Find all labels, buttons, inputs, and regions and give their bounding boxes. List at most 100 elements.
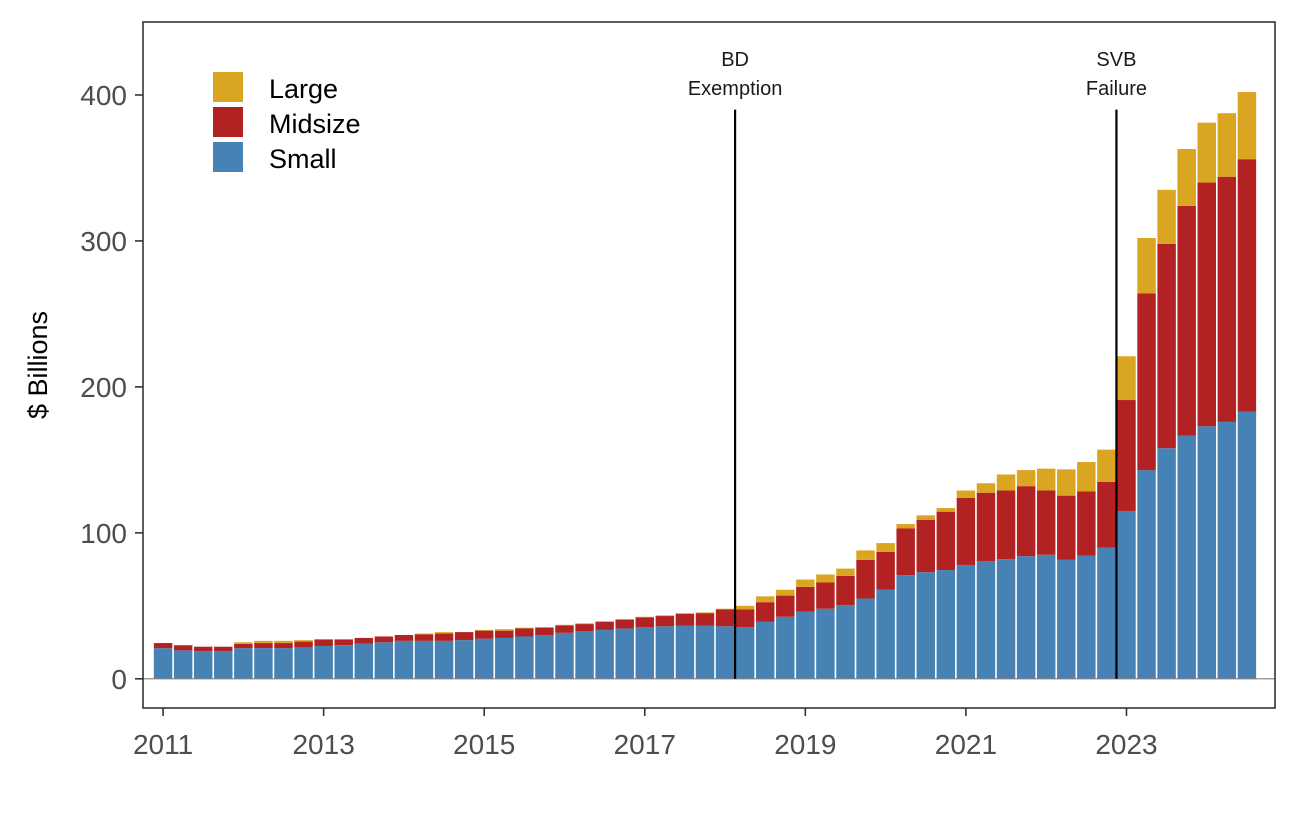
bars-layer [153,92,1257,679]
bar-small-2024Q1 [1197,426,1216,679]
bar-large-2016Q2 [575,623,594,625]
bar-midsize-2020Q1 [876,551,895,590]
bar-midsize-2014Q4 [454,632,474,641]
bar-midsize-2021Q3 [996,490,1016,560]
bar-small-2023Q2 [1137,470,1156,679]
bar-midsize-2023Q2 [1137,293,1156,471]
bar-small-2024Q2 [1217,421,1237,679]
bar-midsize-2022Q3 [1077,491,1096,556]
bar-small-2012Q4 [294,647,313,679]
legend-label-midsize: Midsize [269,109,361,139]
bar-large-2015Q2 [495,629,514,631]
bar-small-2014Q3 [434,640,454,679]
bar-midsize-2011Q3 [193,646,213,652]
bar-small-2017Q2 [655,626,675,679]
bar-midsize-2013Q3 [354,637,374,644]
bar-small-2021Q3 [996,559,1016,679]
legend-swatch-large [213,72,243,102]
bar-small-2018Q4 [776,616,795,679]
bar-small-2018Q1 [715,626,735,679]
bar-small-2023Q1 [1117,510,1136,679]
bar-small-2013Q4 [374,642,394,679]
bar-small-2015Q3 [515,636,534,679]
bar-large-2020Q3 [916,515,935,520]
bar-large-2021Q1 [956,490,976,498]
bar-small-2022Q3 [1077,555,1096,679]
bar-midsize-2019Q1 [796,586,815,612]
bar-midsize-2019Q2 [816,582,835,609]
bar-large-2017Q2 [655,615,675,617]
bar-large-2014Q3 [434,632,454,634]
bar-midsize-2016Q1 [555,625,574,633]
bar-midsize-2015Q3 [515,628,534,637]
bar-midsize-2017Q4 [695,613,715,626]
bar-small-2019Q2 [816,608,835,679]
x-axis: 2011 2013 2015 2017 2019 2021 2023 [133,708,1158,760]
annotation-label-0-line2: Exemption [688,78,783,100]
bar-small-2022Q1 [1036,554,1056,679]
bar-small-2018Q3 [755,621,775,679]
bar-large-2022Q3 [1077,462,1096,492]
bar-large-2024Q3 [1237,92,1257,160]
y-tick-label: 0 [111,664,127,695]
bar-midsize-2011Q2 [173,645,193,651]
bar-small-2022Q2 [1057,559,1076,679]
bar-large-2019Q1 [796,579,815,587]
bar-small-2015Q1 [474,638,494,679]
bar-midsize-2021Q1 [956,497,976,565]
bar-midsize-2014Q2 [414,634,434,641]
bar-large-2019Q4 [856,550,875,560]
bar-large-2017Q3 [675,613,695,614]
bar-midsize-2014Q3 [434,633,454,641]
bar-midsize-2012Q3 [274,643,293,649]
bar-midsize-2018Q2 [735,609,755,627]
bar-small-2016Q3 [595,629,614,679]
x-tick-label: 2017 [614,729,676,760]
bar-large-2014Q2 [414,633,434,635]
bar-large-2018Q4 [776,589,795,596]
bar-midsize-2011Q1 [153,643,173,649]
legend-swatch-midsize [213,107,243,137]
bar-midsize-2015Q1 [474,630,494,639]
bar-small-2012Q3 [274,648,293,679]
bar-large-2018Q3 [755,596,775,603]
bar-large-2023Q4 [1177,148,1196,206]
bar-large-2021Q4 [1016,470,1036,487]
bar-midsize-2024Q3 [1237,159,1257,412]
bar-small-2021Q1 [956,564,976,679]
bar-small-2015Q4 [535,635,554,679]
bar-small-2019Q3 [836,605,855,679]
x-tick-label: 2019 [774,729,836,760]
bar-large-2023Q2 [1137,238,1156,294]
bar-large-2017Q1 [635,616,655,618]
bar-small-2013Q2 [334,645,353,679]
bar-large-2015Q3 [515,627,534,629]
bar-midsize-2020Q4 [936,511,956,571]
bar-midsize-2020Q2 [896,528,915,576]
bar-large-2012Q1 [234,642,253,644]
x-tick-label: 2011 [133,729,193,760]
bar-large-2024Q2 [1217,113,1237,177]
bar-midsize-2013Q1 [314,639,333,646]
bar-small-2021Q2 [976,561,996,679]
y-tick-label: 100 [80,518,127,549]
bar-midsize-2018Q1 [715,609,735,627]
x-tick-label: 2021 [935,729,997,760]
bar-midsize-2012Q1 [234,643,253,649]
bar-large-2019Q3 [836,568,855,576]
plot-panel-border [142,21,1276,709]
x-tick-label: 2013 [292,729,354,760]
bar-small-2013Q3 [354,643,374,679]
annotations-layer: BD Exemption SVB Failure [688,49,1147,679]
bar-midsize-2021Q2 [976,492,996,562]
bar-small-2012Q1 [234,648,253,679]
y-tick-label: 300 [80,226,127,257]
bar-large-2019Q2 [816,574,835,583]
bar-midsize-2012Q4 [294,641,313,648]
bar-large-2012Q2 [254,640,273,644]
bar-midsize-2022Q2 [1057,495,1076,560]
bar-small-2014Q1 [394,640,414,679]
bar-large-2023Q1 [1117,356,1136,401]
bar-midsize-2023Q1 [1117,400,1136,511]
